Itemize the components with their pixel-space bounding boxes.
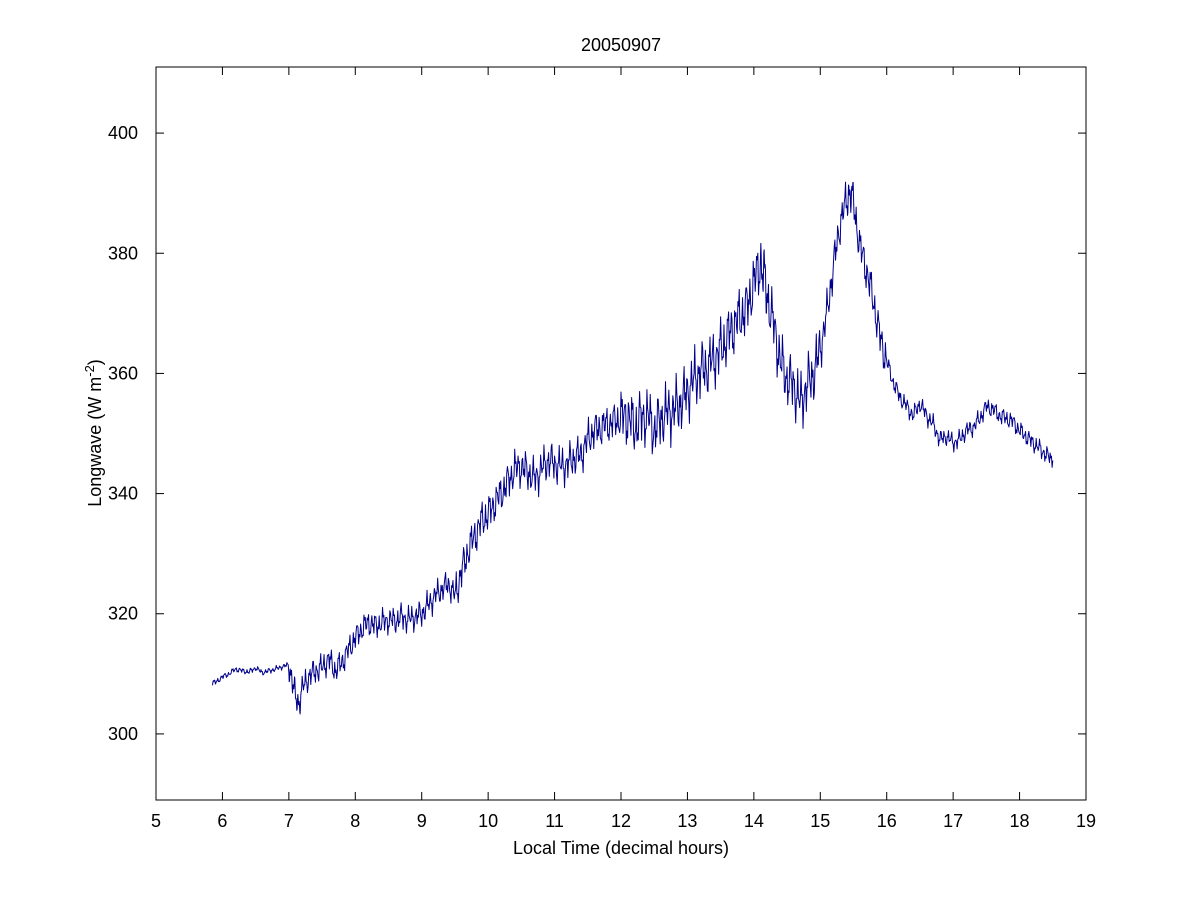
x-tick-label: 8 bbox=[350, 811, 360, 831]
x-tick-label: 19 bbox=[1076, 811, 1096, 831]
x-tick-label: 11 bbox=[545, 811, 564, 831]
x-tick-label: 7 bbox=[284, 811, 294, 831]
x-tick-label: 6 bbox=[217, 811, 227, 831]
chart-title: 20050907 bbox=[581, 35, 661, 55]
x-tick-label: 18 bbox=[1010, 811, 1030, 831]
y-axis-ticks: 300 320 340 360 380 400 bbox=[108, 123, 1086, 744]
y-tick-label: 340 bbox=[108, 484, 138, 504]
y-tick-label: 380 bbox=[108, 243, 138, 263]
y-tick-label: 320 bbox=[108, 604, 138, 624]
x-tick-label: 15 bbox=[810, 811, 830, 831]
y-axis-title: Longwave (W m-2) bbox=[82, 359, 105, 507]
y-tick-label: 300 bbox=[108, 724, 138, 744]
x-axis-ticks: 5 6 7 8 9 10 11 12 13 14 15 16 17 18 19 bbox=[151, 67, 1096, 831]
x-tick-label: 12 bbox=[611, 811, 631, 831]
x-tick-label: 16 bbox=[877, 811, 897, 831]
y-axis-title-suffix: ) bbox=[85, 359, 105, 365]
x-tick-label: 10 bbox=[478, 811, 498, 831]
x-tick-label: 5 bbox=[151, 811, 161, 831]
x-tick-label: 9 bbox=[417, 811, 427, 831]
x-tick-label: 14 bbox=[744, 811, 764, 831]
y-axis-title-prefix: Longwave (W m bbox=[85, 377, 105, 507]
x-axis-title: Local Time (decimal hours) bbox=[513, 838, 729, 858]
series-layer bbox=[211, 181, 1054, 715]
y-tick-label: 360 bbox=[108, 363, 138, 383]
longwave-series-line bbox=[211, 181, 1054, 715]
y-axis-title-superscript: -2 bbox=[82, 365, 97, 377]
x-tick-label: 13 bbox=[677, 811, 697, 831]
x-tick-label: 17 bbox=[943, 811, 963, 831]
y-tick-label: 400 bbox=[108, 123, 138, 143]
